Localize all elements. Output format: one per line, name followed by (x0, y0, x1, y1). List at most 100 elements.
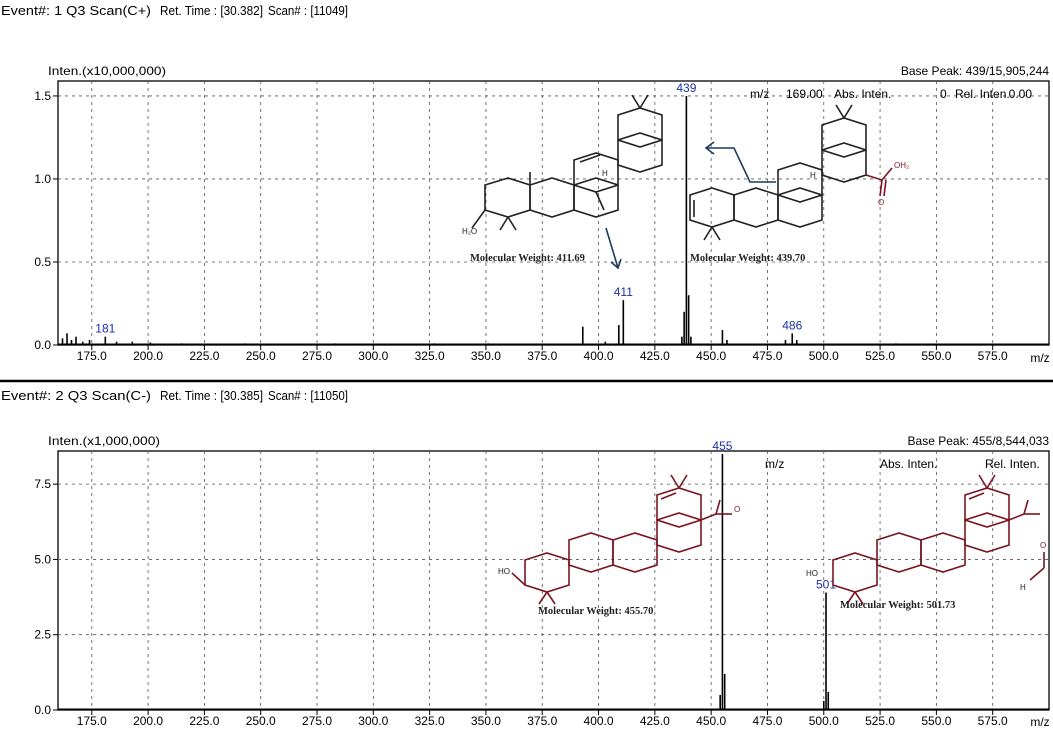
panel-1: Event#: 1 Q3 Scan(C+) Ret. Time : [30.38… (1, 3, 1050, 365)
panel-1-inten-label: Inten.(x10,000,000) (48, 64, 166, 78)
x-tick-label: 525.0 (865, 349, 895, 363)
x-tick-label: 225.0 (189, 714, 219, 728)
y-tick-label: 2.5 (34, 628, 51, 642)
panel-2-structure-right (832, 474, 1045, 605)
peak-label: 501 (816, 578, 836, 592)
panel-1-readout-abs-label: Abs. Inten. (834, 87, 891, 101)
panel-1-struct-left-h: H (602, 169, 608, 178)
panel-2-mw-right: Molecular Weight: 501.73 (840, 600, 955, 611)
panel-2-struct-right-h: H (1020, 583, 1026, 592)
peak-label: 181 (95, 322, 115, 336)
panel-2-peak-labels: 455 501 (712, 439, 836, 592)
x-tick-label: 300.0 (358, 714, 388, 728)
panel-1-readout-mz-label: m/z (750, 87, 769, 101)
panel-2-plot-frame (57, 450, 1050, 711)
x-tick-label: 500.0 (809, 714, 839, 728)
panel-2-gridlines (58, 451, 1049, 710)
x-tick-label: 575.0 (978, 349, 1008, 363)
peak-label: 455 (712, 439, 732, 453)
panel-1-fragment-arrow-left (704, 141, 776, 183)
panel-1-x-axis: 175.0 200.0 225.0 250.0 275.0 300.0 325.0 350.0… (77, 345, 1008, 363)
panel-1-readout-rel-label: Rel. Inten. (955, 87, 1010, 101)
y-tick-label: 0.5 (34, 255, 51, 269)
panel-1-struct-right-o: O (878, 198, 884, 207)
panel-1-plot-frame (57, 80, 1050, 346)
x-tick-label: 425.0 (640, 714, 670, 728)
panel-2-readout-rel-label: Rel. Inten. (985, 457, 1040, 471)
y-tick-label: 5.0 (34, 552, 51, 566)
panel-2-inten-label: Inten.(x1,000,000) (48, 434, 160, 448)
x-tick-label: 300.0 (358, 349, 388, 363)
panel-1-structure-left (471, 94, 663, 231)
panel-1-scan: Scan# : [11049] (268, 3, 348, 18)
x-tick-label: 250.0 (246, 349, 276, 363)
panel-1-readout-mz-value: 169.00 (786, 87, 823, 101)
peak-label: 439 (676, 81, 696, 95)
y-tick-label: 1.0 (34, 172, 51, 186)
x-tick-label: 200.0 (133, 714, 163, 728)
panel-1-mw-right: Molecular Weight: 439.70 (690, 253, 805, 264)
x-tick-label: 525.0 (865, 714, 895, 728)
x-tick-label: 275.0 (302, 714, 332, 728)
y-tick-label: 0.0 (34, 338, 51, 352)
panel-2-x-axis: 175.0 200.0 225.0 250.0 275.0 300.0 325.0 350.0… (77, 710, 1008, 728)
x-tick-label: 475.0 (752, 349, 782, 363)
panel-2-spectrum (58, 454, 1049, 710)
panel-2-ret-time: Ret. Time : [30.385] (160, 388, 263, 403)
x-tick-label: 400.0 (584, 714, 614, 728)
x-tick-label: 325.0 (415, 349, 445, 363)
x-tick-label: 175.0 (77, 714, 107, 728)
panel-1-structure-right-acid (865, 167, 893, 197)
x-tick-label: 475.0 (752, 714, 782, 728)
panel-1-ret-time: Ret. Time : [30.382] (160, 3, 263, 18)
panel-2-struct-left-o: O (734, 505, 740, 514)
panel-1-readout-abs-value: 0 (940, 87, 947, 101)
panel-1-y-axis: 0.0 0.5 1.0 1.5 (34, 89, 58, 352)
panel-1-spectrum (58, 95, 1049, 345)
panel-2-y-axis: 0.0 2.5 5.0 7.5 (34, 477, 58, 717)
panel-1-peak-labels: 181 411 439 486 (95, 81, 802, 336)
x-tick-label: 575.0 (978, 714, 1008, 728)
peak-label: 486 (782, 318, 802, 332)
panel-1-struct-left-h2o: H₂O (462, 227, 477, 236)
panel-2-readout-mz-label: m/z (765, 457, 784, 471)
panel-2-base-peak: Base Peak: 455/8,544,033 (908, 434, 1050, 448)
panel-2-struct-left-ho: HO (498, 567, 510, 576)
panel-1-fragment-arrow-down (605, 227, 622, 270)
x-tick-label: 250.0 (246, 714, 276, 728)
x-tick-label: 550.0 (921, 714, 951, 728)
panel-1-base-peak: Base Peak: 439/15,905,244 (901, 64, 1049, 78)
x-tick-label: 225.0 (189, 349, 219, 363)
panel-2-struct-right-o: O (1040, 541, 1046, 550)
x-tick-label: 400.0 (584, 349, 614, 363)
x-tick-label: 325.0 (415, 714, 445, 728)
panel-1-readout-rel-value: 0.00 (1009, 87, 1033, 101)
panel-2-mw-left: Molecular Weight: 455.70 (538, 606, 653, 617)
x-tick-label: 550.0 (921, 349, 951, 363)
panel-2: Event#: 2 Q3 Scan(C-) Ret. Time : [30.38… (1, 388, 1050, 729)
x-tick-label: 200.0 (133, 349, 163, 363)
panel-1-struct-right-oh2: OH₂ (894, 161, 909, 170)
x-tick-label: 275.0 (302, 349, 332, 363)
y-tick-label: 1.5 (34, 89, 51, 103)
panel-2-readout-abs-label: Abs. Inten. (880, 457, 937, 471)
panel-1-x-axis-label: m/z (1030, 351, 1049, 365)
panel-2-scan: Scan# : [11050] (268, 388, 348, 403)
panel-2-event-header: Event#: 2 Q3 Scan(C-) (1, 388, 151, 403)
x-tick-label: 375.0 (527, 714, 557, 728)
panel-1-gridlines (58, 81, 1049, 345)
panel-1-event-header: Event#: 1 Q3 Scan(C+) (1, 3, 151, 18)
x-tick-label: 450.0 (696, 349, 726, 363)
panel-1-struct-right-h: H (810, 171, 816, 180)
x-tick-label: 350.0 (471, 349, 501, 363)
panel-2-x-axis-label: m/z (1030, 715, 1049, 729)
peak-label: 411 (614, 285, 633, 299)
x-tick-label: 350.0 (471, 714, 501, 728)
x-tick-label: 175.0 (77, 349, 107, 363)
panel-1-mw-left: Molecular Weight: 411.69 (470, 253, 585, 264)
x-tick-label: 500.0 (809, 349, 839, 363)
panel-2-struct-right-ho: HO (806, 569, 818, 578)
x-tick-label: 375.0 (527, 349, 557, 363)
x-tick-label: 425.0 (640, 349, 670, 363)
